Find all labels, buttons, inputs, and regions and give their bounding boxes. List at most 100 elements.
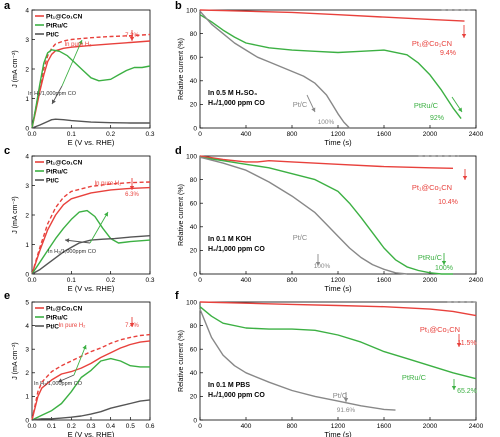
panel-e: e 0.0 0.1 0.2 0.3 0.4 0.5 0.6 0 1 2 3 4 5 E (V vs. RHE… [4,290,155,437]
series-line [199,14,462,120]
annotation: 65.2% [457,388,477,395]
series-line [31,235,151,275]
x-tick-label: 0.2 [67,423,76,430]
series-line [199,156,408,275]
arrow-head [104,212,108,217]
condition-label: H₂/1,000 ppm CO [208,246,265,253]
x-tick-label: 0.1 [67,277,76,284]
series-label: Pt/C [293,233,308,242]
y-tick-label: 0 [193,125,197,132]
condition-label: In 0.1 M PBS [208,382,250,389]
x-tick-label: 1200 [331,131,346,138]
legend-label: Pt/C [46,32,59,39]
x-axis-label: Time (s) [324,138,352,147]
series-line [31,399,151,421]
x-axis-label: Time (s) [324,284,352,293]
x-tick-label: 1200 [331,277,346,284]
series-line [31,118,150,129]
arrow-head [58,378,63,383]
arrow-head [315,262,321,266]
y-axis-label: J (mA cm⁻²) [12,50,19,88]
series-label: Pt₁@Co₁CN [412,39,452,48]
annotation: 7.2% [125,33,139,39]
x-tick-label: 2000 [423,423,438,430]
x-tick-label: 2400 [469,277,484,284]
x-tick-label: 2400 [469,423,484,430]
series-line [31,33,151,129]
annotation: In H₂/1,000ppm CO [34,381,83,387]
x-tick-label: 400 [241,423,252,430]
x-tick-label: 0.3 [86,423,95,430]
y-tick-label: 80 [190,323,198,330]
series-line [31,209,151,275]
y-tick-label: 60 [190,201,198,208]
arrow-head [52,99,56,104]
annotation: 100% [314,263,331,270]
y-tick-label: 0 [193,417,197,424]
x-tick-label: 0.0 [27,277,36,284]
x-tick-label: 0.4 [106,423,115,430]
condition-label: In 0.1 M KOH [208,236,251,243]
x-tick-label: 0.6 [145,423,154,430]
x-tick-label: 800 [287,277,298,284]
annotation: In H₂/1,000ppm CO [48,249,97,255]
arrow-head [456,343,462,347]
series-line [31,186,151,275]
y-axis-label: J (mA cm⁻²) [12,342,19,380]
x-axis-label: E (V vs. RHE) [68,430,115,437]
y-tick-label: 1 [25,242,29,249]
panel-letter: a [4,0,11,12]
y-tick-label: 5 [25,299,29,306]
x-tick-label: 0.0 [27,423,36,430]
x-tick-label: 800 [287,131,298,138]
y-axis-label: Relative current (%) [178,184,185,246]
panel-a: a 0.0 0.1 0.2 0.3 0 1 2 3 4 E (V vs. RHE) J (mA cm⁻… [4,0,155,147]
y-tick-label: 4 [25,323,29,330]
annotation: 7.4% [125,323,139,329]
x-axis-label: E (V vs. RHE) [68,138,115,147]
annotation: In pure H₂ [58,323,86,329]
condition-label: H₂/1,000 ppm CO [208,392,265,399]
series-line [199,9,465,22]
annotation: 100% [435,265,453,272]
legend-label: Pt₁@Co₁CN [46,14,83,21]
annotation: 11.5% [457,340,476,347]
arrow-head [462,176,468,180]
y-tick-label: 0 [25,417,29,424]
annotation: 91.6% [337,407,356,414]
series-line [199,308,396,411]
x-tick-label: 0.2 [106,131,115,138]
series-label: PtRu/C [418,253,443,262]
arrow-head [441,261,447,265]
y-tick-label: 2 [25,66,29,73]
y-tick-label: 4 [25,153,29,160]
y-tick-label: 20 [190,102,198,109]
x-tick-label: 2000 [423,131,438,138]
series-line [31,340,151,421]
annotation: 9.4% [440,50,456,57]
x-tick-label: 1600 [377,277,392,284]
arrow-head [65,238,70,243]
arrow-head [82,345,87,350]
y-tick-label: 100 [186,7,197,14]
y-tick-label: 2 [25,212,29,219]
plot-frame [199,9,477,129]
y-tick-label: 1 [25,394,29,401]
x-tick-label: 0.2 [106,277,115,284]
x-tick-label: 400 [241,131,252,138]
arrow-head [457,107,462,112]
y-tick-label: 80 [190,177,198,184]
arrow-line [89,211,109,244]
arrow-head [129,323,135,327]
annotation: 10.4% [438,199,458,206]
series-line [199,301,477,317]
x-tick-label: 0.3 [145,131,154,138]
panel-letter: b [175,0,182,12]
x-tick-label: 0.3 [145,277,154,284]
y-tick-label: 40 [190,370,198,377]
x-tick-label: 0.1 [67,131,76,138]
y-tick-label: 20 [190,248,198,255]
y-tick-label: 80 [190,31,198,38]
arrow-line [61,39,83,87]
